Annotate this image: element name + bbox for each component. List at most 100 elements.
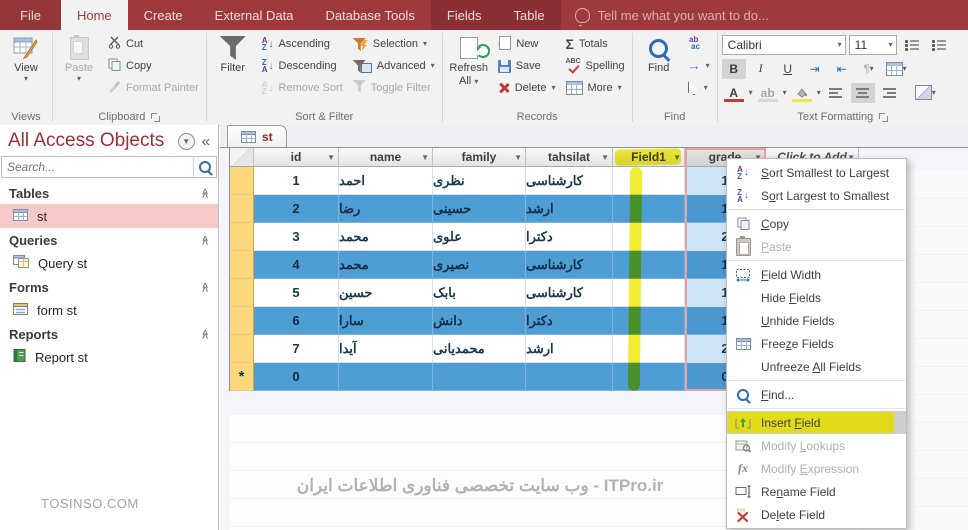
cell-name[interactable]: حسین — [339, 279, 433, 307]
menu-item-delete-field[interactable]: Delete Field — [727, 503, 906, 526]
menu-item-copy[interactable]: Copy — [727, 212, 906, 235]
column-dropdown-icon[interactable]: ▼ — [514, 152, 522, 162]
cell-family[interactable] — [433, 363, 526, 391]
cell-family[interactable]: نظری — [433, 167, 526, 195]
cell-tahsilat[interactable]: کارشناسی — [526, 251, 613, 279]
column-header-field1[interactable]: Field1 ▼ — [613, 148, 685, 167]
more-button[interactable]: More ▾ — [561, 77, 630, 99]
menu-item-sort-largest-to-smallest[interactable]: Z A ↓ Sort Largest to Smallest — [727, 184, 906, 207]
alternate-row-color-button[interactable]: ▾ — [913, 83, 938, 103]
menu-item-sort-smallest-to-largest[interactable]: A Z ↓ Sort Smallest to Largest — [727, 161, 906, 184]
cell-field1[interactable] — [613, 195, 685, 223]
shutter-bar-close-icon[interactable]: « — [201, 132, 210, 150]
italic-button[interactable]: I — [758, 61, 763, 75]
selection-button[interactable]: Selection ▾ — [348, 33, 440, 55]
descending-button[interactable]: Z A ↓ Descending — [261, 58, 337, 74]
nav-item-form-st[interactable]: form st — [0, 298, 218, 322]
cell-tahsilat[interactable] — [526, 363, 613, 391]
column-header-tahsilat[interactable]: tahsilat ▼ — [526, 148, 613, 167]
menu-item-freeze-fields[interactable]: Freeze Fields — [727, 332, 906, 355]
cell-id[interactable]: 0 — [254, 363, 339, 391]
tab-file[interactable]: File — [0, 0, 61, 30]
new-record-button[interactable]: * New — [493, 33, 561, 55]
cell-name[interactable]: سارا — [339, 307, 433, 335]
bullets-button[interactable] — [900, 35, 924, 55]
cell-tahsilat[interactable]: دکترا — [526, 223, 613, 251]
row-selector[interactable] — [230, 251, 254, 279]
refresh-all-button[interactable]: Refresh All ▾ — [445, 31, 493, 88]
toggle-filter-button[interactable]: Toggle Filter — [348, 77, 440, 99]
search-icon[interactable] — [193, 157, 216, 177]
cell-id[interactable]: 7 — [254, 335, 339, 363]
cell-id[interactable]: 6 — [254, 307, 339, 335]
font-size-combo[interactable]: 11 ▾ — [848, 34, 897, 55]
text-formatting-dialog-launcher-icon[interactable] — [879, 112, 889, 122]
highlight-color-button[interactable]: ab — [756, 83, 780, 103]
cell-family[interactable]: حسینی — [433, 195, 526, 223]
font-name-combo[interactable]: Calibri ▾ — [721, 34, 846, 55]
cell-name[interactable] — [339, 363, 433, 391]
tell-me-box[interactable]: Tell me what you want to do... — [574, 0, 769, 30]
cell-field1[interactable] — [613, 335, 685, 363]
align-left-button[interactable] — [824, 83, 848, 103]
find-button[interactable]: Find — [635, 31, 683, 75]
cut-button[interactable]: Cut — [103, 33, 204, 55]
align-center-button[interactable] — [850, 82, 875, 103]
column-dropdown-icon[interactable]: ▼ — [847, 152, 855, 162]
tab-external-data[interactable]: External Data — [214, 7, 294, 23]
goto-button[interactable]: → ▾ — [683, 55, 715, 77]
cell-family[interactable]: علوی — [433, 223, 526, 251]
cell-id[interactable]: 2 — [254, 195, 339, 223]
rtl-direction-button[interactable]: ¶ ▾ — [863, 62, 874, 75]
decrease-indent-button[interactable]: ⇤ — [836, 61, 847, 76]
cell-tahsilat[interactable]: دکترا — [526, 307, 613, 335]
row-selector[interactable] — [230, 223, 254, 251]
cell-field1[interactable] — [613, 279, 685, 307]
delete-record-button[interactable]: Delete ▾ — [493, 77, 561, 99]
column-dropdown-icon[interactable]: ▼ — [601, 152, 609, 162]
row-selector[interactable] — [230, 195, 254, 223]
nav-pane-menu-icon[interactable]: ▼ — [177, 132, 195, 150]
cell-name[interactable]: رضا — [339, 195, 433, 223]
menu-item-hide-fields[interactable]: Hide Fields — [761, 290, 822, 305]
menu-item-find[interactable]: Find... — [727, 383, 906, 406]
column-header-id[interactable]: id ▼ — [254, 148, 339, 167]
select-all-corner[interactable] — [230, 148, 254, 167]
cell-name[interactable]: احمد — [339, 167, 433, 195]
document-tab-st[interactable]: st — [227, 125, 287, 147]
select-button[interactable]: ▾ — [683, 77, 715, 99]
tab-table[interactable]: Table — [513, 7, 545, 23]
paste-button[interactable]: Paste ▾ — [55, 31, 103, 83]
cell-id[interactable]: 5 — [254, 279, 339, 307]
menu-item-unfreeze-all-fields[interactable]: Unfreeze All Fields — [761, 359, 862, 374]
bold-button[interactable]: B — [721, 58, 746, 79]
menu-item-modify-lookups[interactable]: Modify Lookups — [727, 434, 906, 457]
menu-item-paste[interactable]: Paste — [727, 235, 906, 258]
nav-section-header-reports[interactable]: Reports ᐱ ᐱ — [9, 327, 208, 342]
cell-field1[interactable] — [613, 167, 685, 195]
format-painter-button[interactable]: Format Painter — [103, 77, 204, 99]
filter-button[interactable]: Filter — [209, 31, 257, 75]
row-selector[interactable] — [230, 335, 254, 363]
column-dropdown-icon[interactable]: ▼ — [327, 152, 335, 162]
nav-section-header-tables[interactable]: Tables ᐱ ᐱ — [9, 186, 208, 201]
ascending-button[interactable]: A Z ↓ Ascending — [261, 36, 330, 52]
view-button[interactable]: View ▾ — [2, 31, 50, 83]
row-selector[interactable] — [230, 279, 254, 307]
font-color-button[interactable]: A — [722, 83, 746, 103]
cell-family[interactable]: محمدیانی — [433, 335, 526, 363]
cell-field1[interactable] — [613, 251, 685, 279]
cell-id[interactable]: 3 — [254, 223, 339, 251]
save-button[interactable]: Save — [493, 55, 561, 77]
replace-button[interactable]: ab ac — [683, 33, 715, 55]
row-selector[interactable] — [230, 167, 254, 195]
cell-tahsilat[interactable]: ارشد — [526, 195, 613, 223]
tab-home[interactable]: Home — [60, 0, 128, 30]
cell-id[interactable]: 4 — [254, 251, 339, 279]
tab-fields[interactable]: Fields — [446, 7, 482, 23]
cell-name[interactable]: آیدا — [339, 335, 433, 363]
